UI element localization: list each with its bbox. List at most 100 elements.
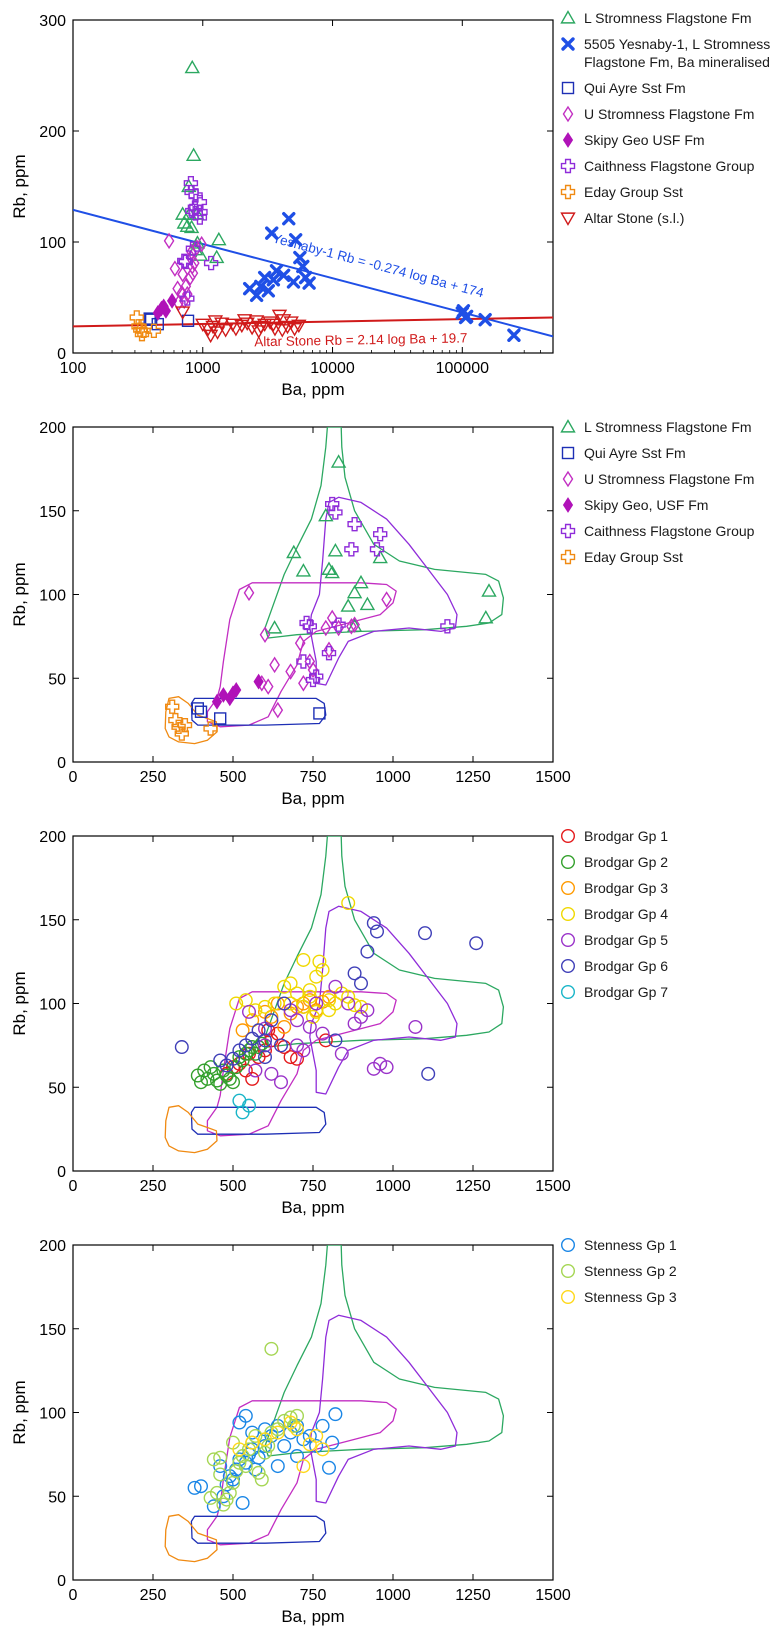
legend: L Stromness Flagstone Fm 5505 Yesnaby-1, …	[560, 10, 770, 226]
field-envelope-caith	[309, 905, 458, 1095]
data-point	[269, 656, 280, 674]
data-point	[295, 563, 312, 577]
data-point	[253, 673, 264, 690]
data-point	[309, 969, 324, 984]
data-point	[290, 1422, 305, 1437]
data-point	[418, 926, 433, 941]
data-point	[184, 184, 199, 200]
data-point	[254, 1472, 269, 1487]
data-point	[241, 1442, 256, 1457]
data-point	[478, 313, 492, 327]
data-point	[322, 1003, 337, 1018]
data-point	[231, 682, 242, 698]
legend-label: Brodgar Gp 2	[584, 854, 668, 870]
data-point	[274, 1075, 289, 1090]
legend-item-qui-ayre-sst-fm: Qui Ayre Sst Fm	[561, 445, 686, 461]
data-point	[271, 309, 288, 324]
legend-item-stenness-gp-1: Stenness Gp 1	[561, 1237, 677, 1253]
data-point	[185, 241, 201, 256]
legend: Stenness Gp 1 Stenness Gp 2 Stenness Gp 3	[561, 1237, 677, 1305]
x-axis-label: Ba, ppm	[281, 1607, 344, 1626]
plot-area	[164, 1245, 505, 1563]
data-point	[354, 976, 369, 991]
data-point	[272, 701, 284, 719]
y-tick-label: 0	[57, 755, 66, 772]
data-point	[211, 231, 227, 246]
legend-item-skipy-geo-usf-fm: Skipy Geo, USF Fm	[562, 497, 708, 513]
data-point	[244, 321, 260, 336]
chart-panel-4-stenness: 0 50 100 150 200 0 250 500 750 1000 1250 1500 Ba, pp…	[10, 1237, 677, 1626]
data-point	[243, 584, 255, 602]
field-envelope-lsf	[264, 836, 505, 1048]
y-tick-label: 50	[48, 671, 66, 688]
data-point	[360, 1003, 375, 1018]
data-point	[248, 1428, 263, 1443]
legend-item-brodgar-gp-4: Brodgar Gp 4	[561, 906, 668, 922]
data-point	[309, 996, 324, 1011]
legend-marker	[561, 881, 576, 896]
x-tick-label: 1000	[375, 1587, 411, 1604]
data-point	[333, 619, 344, 637]
x-tick-label: 750	[300, 1178, 327, 1195]
data-point	[353, 574, 369, 589]
data-point	[171, 719, 186, 735]
legend-label: 5505 Yesnaby-1, L Stromness	[584, 36, 770, 52]
legend-marker	[561, 1289, 576, 1304]
data-point	[248, 1003, 263, 1018]
data-point	[258, 1038, 273, 1053]
legend-item-caithness-flagstone-group: Caithness Flagstone Group	[560, 523, 755, 539]
data-point	[373, 1056, 388, 1071]
legend-marker	[560, 523, 576, 539]
data-point	[196, 235, 207, 253]
fit-equation-altar-stone: Altar Stone Rb = 2.14 log Ba + 19.7	[254, 330, 467, 349]
data-point	[369, 542, 385, 557]
data-point	[232, 1455, 247, 1470]
field-envelope-eday	[164, 1105, 218, 1154]
data-point	[235, 1053, 250, 1068]
data-point	[261, 284, 276, 298]
data-point	[259, 626, 271, 643]
legend-label: Brodgar Gp 1	[584, 828, 668, 844]
data-point	[322, 1460, 337, 1475]
y-axis-label: Rb, ppm	[10, 971, 29, 1035]
legend-item-eday-group-sst: Eday Group Sst	[560, 184, 683, 200]
legend-item-caithness-flagstone-group: Caithness Flagstone Group	[560, 158, 755, 174]
y-tick-label: 150	[39, 913, 66, 930]
series-brodgar-gp-7	[232, 1093, 256, 1120]
data-point	[249, 288, 264, 302]
data-point	[274, 1038, 289, 1053]
series-brodgar-gp-5	[241, 979, 423, 1090]
data-point	[328, 979, 343, 994]
data-point	[276, 268, 291, 282]
data-point	[321, 645, 337, 661]
data-point	[302, 1428, 317, 1443]
legend-label: Altar Stone (s.l.)	[584, 210, 684, 226]
data-point	[203, 721, 218, 736]
data-point	[251, 1023, 266, 1038]
plot-area	[73, 59, 553, 344]
data-point	[277, 996, 292, 1011]
data-point	[290, 986, 305, 1001]
data-point	[177, 717, 193, 733]
data-point	[478, 610, 494, 624]
legend-marker	[562, 105, 574, 123]
data-point	[290, 1038, 305, 1053]
series-5505-yesnaby-1-l-stromness-flagstone-fm-ba-mineralised	[243, 211, 521, 342]
legend-item-brodgar-gp-3: Brodgar Gp 3	[561, 880, 668, 896]
data-point	[258, 1445, 273, 1460]
legend-marker	[561, 829, 576, 844]
field-envelope-caith	[309, 496, 458, 686]
data-point	[309, 669, 324, 684]
data-point	[187, 264, 199, 282]
data-point	[166, 292, 178, 309]
data-point	[185, 203, 200, 219]
data-point	[359, 596, 376, 611]
data-point	[315, 1026, 330, 1041]
series-eday-group-sst	[129, 310, 162, 342]
data-point	[235, 1495, 250, 1510]
data-point	[285, 663, 296, 680]
data-point	[206, 1499, 221, 1514]
data-point	[181, 314, 195, 328]
data-point	[193, 204, 208, 220]
